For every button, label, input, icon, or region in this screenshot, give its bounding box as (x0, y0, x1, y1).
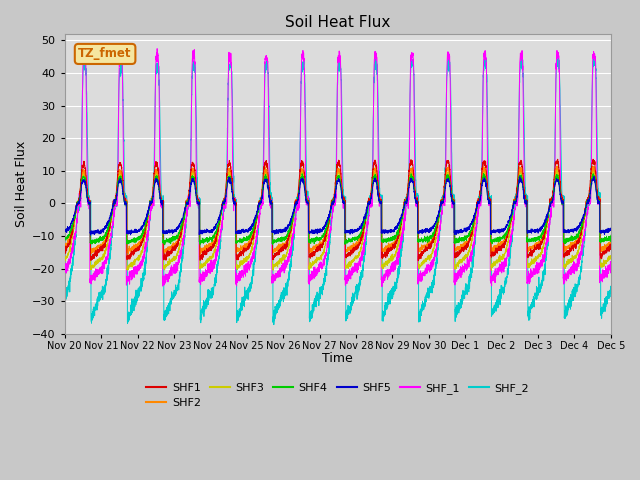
SHF4 (479, 171, 487, 177)
SHF_1 (460, 269, 468, 275)
SHF_1 (80, 46, 88, 51)
Line: SHF1: SHF1 (65, 159, 611, 261)
SHF_1 (492, 266, 499, 272)
Line: SHF_1: SHF_1 (65, 48, 611, 287)
SHF_1 (607, 261, 614, 267)
SHF2 (460, 243, 468, 249)
SHF4 (607, 239, 614, 244)
SHF_2 (591, 51, 598, 57)
SHF_2 (607, 287, 614, 293)
SHF1 (589, 156, 597, 162)
SHF_2 (159, 199, 166, 204)
SHF3 (317, 257, 325, 263)
SHF_2 (460, 296, 468, 301)
Y-axis label: Soil Heat Flux: Soil Heat Flux (15, 141, 28, 227)
SHF1 (159, 200, 166, 205)
SHF_2 (270, 322, 278, 327)
Line: SHF_2: SHF_2 (65, 54, 611, 324)
X-axis label: Time: Time (323, 352, 353, 365)
SHF_2 (430, 278, 438, 284)
SHF4 (317, 235, 325, 241)
SHF4 (61, 235, 68, 240)
SHF2 (61, 242, 68, 248)
SHF_1 (317, 264, 325, 270)
Line: SHF2: SHF2 (65, 166, 611, 255)
Line: SHF3: SHF3 (65, 169, 611, 270)
SHF3 (159, 198, 166, 204)
SHF1 (460, 244, 468, 250)
SHF4 (159, 240, 166, 246)
SHF_1 (607, 268, 614, 274)
SHF5 (492, 230, 499, 236)
SHF4 (161, 242, 168, 248)
SHF5 (430, 224, 438, 230)
SHF_2 (607, 288, 614, 294)
SHF3 (492, 260, 499, 265)
SHF_2 (492, 303, 499, 309)
Title: Soil Heat Flux: Soil Heat Flux (285, 15, 390, 30)
SHF2 (553, 163, 561, 169)
SHF_2 (61, 296, 68, 302)
SHF2 (430, 237, 438, 242)
SHF5 (607, 226, 614, 232)
Line: SHF4: SHF4 (65, 174, 611, 245)
SHF_1 (159, 278, 167, 284)
SHF3 (61, 257, 68, 263)
SHF5 (87, 232, 95, 238)
SHF1 (414, 258, 422, 264)
SHF4 (460, 235, 468, 240)
Text: TZ_fmet: TZ_fmet (78, 48, 132, 60)
SHF_1 (61, 264, 68, 270)
SHF_2 (317, 290, 325, 296)
SHF1 (607, 246, 614, 252)
SHF4 (492, 239, 499, 244)
SHF5 (159, 228, 167, 234)
SHF_1 (430, 254, 438, 260)
SHF3 (607, 253, 614, 259)
SHF3 (607, 255, 614, 261)
SHF4 (607, 232, 614, 238)
SHF2 (607, 241, 614, 247)
SHF1 (430, 237, 438, 242)
SHF2 (317, 242, 325, 248)
SHF1 (492, 252, 499, 258)
SHF5 (590, 173, 598, 179)
SHF4 (430, 231, 438, 237)
Legend: SHF1, SHF2, SHF3, SHF4, SHF5, SHF_1, SHF_2: SHF1, SHF2, SHF3, SHF4, SHF5, SHF_1, SHF… (142, 378, 534, 413)
SHF2 (196, 252, 204, 258)
SHF3 (430, 246, 438, 252)
SHF3 (488, 267, 495, 273)
SHF1 (607, 247, 614, 252)
SHF1 (61, 246, 68, 252)
SHF5 (61, 228, 68, 234)
Line: SHF5: SHF5 (65, 176, 611, 235)
SHF2 (607, 241, 614, 247)
SHF5 (317, 228, 325, 234)
SHF_1 (378, 284, 386, 289)
SHF1 (317, 242, 325, 248)
SHF5 (607, 225, 614, 231)
SHF3 (517, 167, 525, 172)
SHF2 (159, 200, 166, 205)
SHF3 (460, 256, 468, 262)
SHF2 (492, 244, 499, 250)
SHF5 (460, 227, 468, 232)
